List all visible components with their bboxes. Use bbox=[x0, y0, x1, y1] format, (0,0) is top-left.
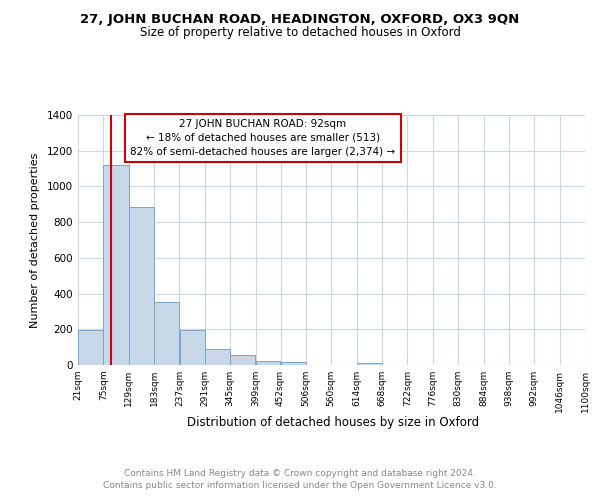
Bar bbox=[205, 349, 230, 365]
Y-axis label: Number of detached properties: Number of detached properties bbox=[30, 152, 40, 328]
Bar bbox=[281, 362, 306, 365]
Text: Size of property relative to detached houses in Oxford: Size of property relative to detached ho… bbox=[140, 26, 460, 39]
Text: 27 JOHN BUCHAN ROAD: 92sqm
← 18% of detached houses are smaller (513)
82% of sem: 27 JOHN BUCHAN ROAD: 92sqm ← 18% of deta… bbox=[130, 118, 395, 157]
Bar bbox=[230, 355, 256, 365]
Bar bbox=[78, 330, 103, 365]
Text: Contains HM Land Registry data © Crown copyright and database right 2024.: Contains HM Land Registry data © Crown c… bbox=[124, 469, 476, 478]
Bar bbox=[129, 206, 154, 365]
Bar bbox=[357, 363, 382, 365]
Text: Contains public sector information licensed under the Open Government Licence v3: Contains public sector information licen… bbox=[103, 481, 497, 490]
Bar bbox=[154, 302, 179, 365]
Text: 27, JOHN BUCHAN ROAD, HEADINGTON, OXFORD, OX3 9QN: 27, JOHN BUCHAN ROAD, HEADINGTON, OXFORD… bbox=[80, 12, 520, 26]
Bar bbox=[179, 330, 205, 365]
Bar bbox=[103, 165, 128, 365]
Text: Distribution of detached houses by size in Oxford: Distribution of detached houses by size … bbox=[187, 416, 479, 429]
Bar bbox=[256, 361, 280, 365]
